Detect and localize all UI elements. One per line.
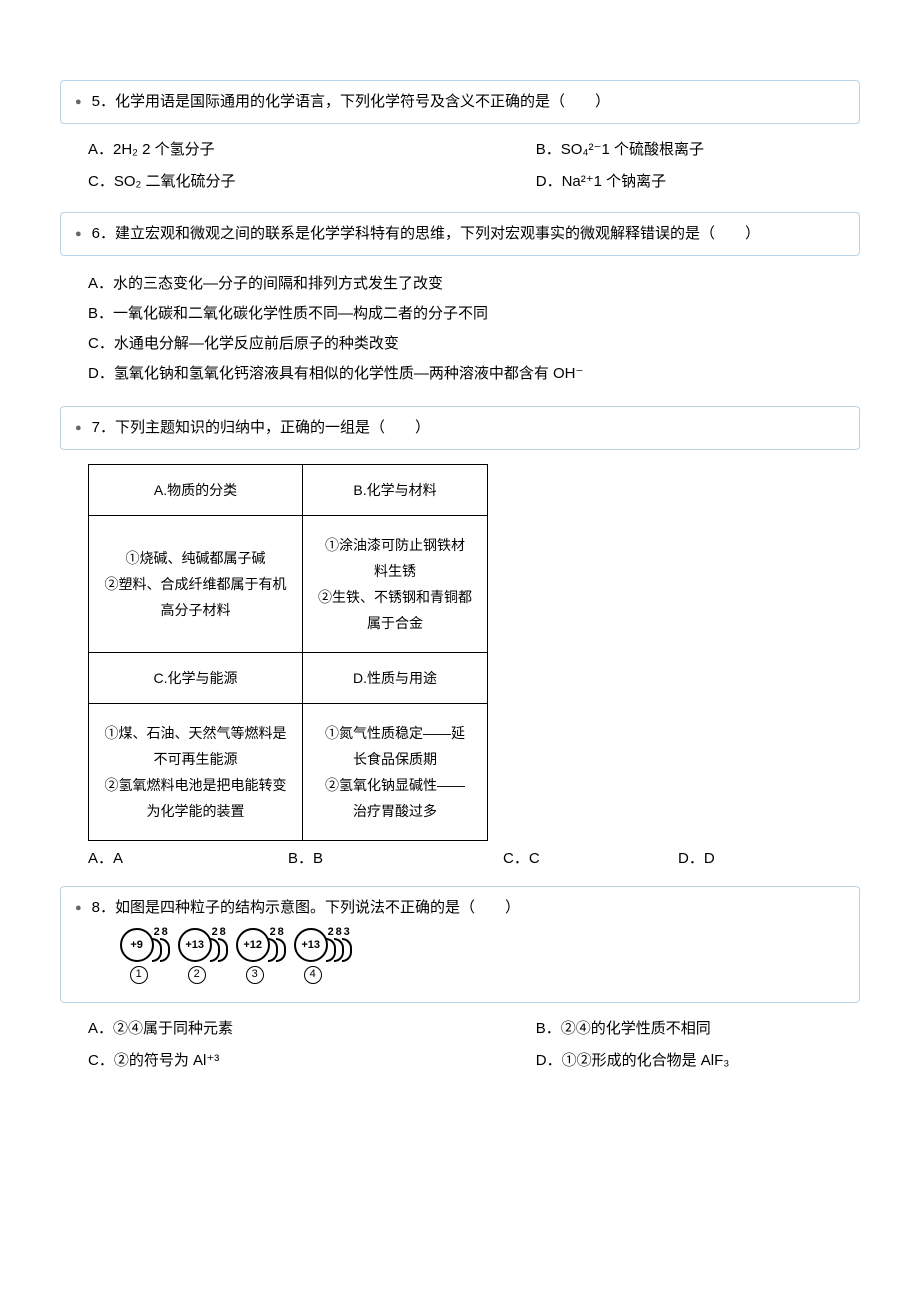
table-header-a: A.物质的分类 — [89, 465, 303, 516]
table-header-c: C.化学与能源 — [89, 653, 303, 704]
table-cell-c: ①煤、石油、天然气等燃料是不可再生能源②氢氧燃料电池是把电能转变为化学能的装置 — [89, 704, 303, 841]
option-c: C．SO₂ 二氧化硫分子 — [88, 170, 536, 194]
option-d: D．D — [678, 847, 715, 868]
option-d: D．①②形成的化合物是 AlF₃ — [536, 1049, 860, 1073]
atom-label: 1 — [130, 964, 148, 984]
question-8-options: A．②④属于同种元素 B．②④的化学性质不相同 C．②的符号为 Al⁺³ D．①… — [60, 1017, 860, 1073]
table-cell-a: ①烧碱、纯碱都属子碱②塑料、合成纤维都属于有机高分子材料 — [89, 516, 303, 653]
option-c: C．C — [503, 847, 678, 868]
atom-structure: +1228 — [236, 927, 286, 962]
question-7-table: A.物质的分类 B.化学与材料 ①烧碱、纯碱都属子碱②塑料、合成纤维都属于有机高… — [88, 464, 488, 841]
question-5: ● 5．化学用语是国际通用的化学语言，下列化学符号及含义不正确的是（ ） A．2… — [60, 80, 860, 194]
atom-structure: +1328 — [178, 927, 228, 962]
question-text: 5．化学用语是国际通用的化学语言，下列化学符号及含义不正确的是（ ） — [92, 91, 845, 113]
question-header: ● 7．下列主题知识的归纳中，正确的一组是（ ） — [60, 406, 860, 450]
bullet-icon: ● — [75, 91, 82, 113]
question-header: ● 6．建立宏观和微观之间的联系是化学学科特有的思维，下列对宏观事实的微观解释错… — [60, 212, 860, 256]
option-b: B．②④的化学性质不相同 — [536, 1017, 860, 1041]
question-6-options: A．水的三态变化—分子的间隔和排列方式发生了改变 B．一氧化碳和二氧化碳化学性质… — [60, 270, 860, 388]
table-cell-d: ①氮气性质稳定——延长食品保质期②氢氧化钠显碱性——治疗胃酸过多 — [302, 704, 487, 841]
table-header-b: B.化学与材料 — [302, 465, 487, 516]
question-6: ● 6．建立宏观和微观之间的联系是化学学科特有的思维，下列对宏观事实的微观解释错… — [60, 212, 860, 388]
option-c: C．水通电分解—化学反应前后原子的种类改变 — [88, 330, 860, 358]
option-b: B．一氧化碳和二氧化碳化学性质不同—构成二者的分子不同 — [88, 300, 860, 328]
atom-label: 3 — [246, 964, 264, 984]
option-a: A．A — [88, 847, 288, 868]
question-7: ● 7．下列主题知识的归纳中，正确的一组是（ ） A.物质的分类 B.化学与材料… — [60, 406, 860, 868]
table-cell-b: ①涂油漆可防止钢铁材料生锈②生铁、不锈钢和青铜都属于合金 — [302, 516, 487, 653]
question-text: 6．建立宏观和微观之间的联系是化学学科特有的思维，下列对宏观事实的微观解释错误的… — [92, 223, 845, 245]
question-5-options: A．2H₂ 2 个氢分子 B．SO₄²⁻1 个硫酸根离子 C．SO₂ 二氧化硫分… — [60, 138, 860, 194]
option-a: A．②④属于同种元素 — [88, 1017, 536, 1041]
atom-label: 4 — [304, 964, 322, 984]
option-a: A．水的三态变化—分子的间隔和排列方式发生了改变 — [88, 270, 860, 298]
question-header: ● 8．如图是四种粒子的结构示意图。下列说法不正确的是（ ） +9281 +132… — [60, 886, 860, 1003]
option-b: B．B — [288, 847, 503, 868]
question-8: ● 8．如图是四种粒子的结构示意图。下列说法不正确的是（ ） +9281 +132… — [60, 886, 860, 1073]
atom-diagram: +9281 +13282 +12283 +132834 — [120, 927, 845, 984]
atom-structure: +13283 — [294, 927, 352, 962]
question-7-options: A．A B．B C．C D．D — [60, 847, 860, 868]
question-text: 7．下列主题知识的归纳中，正确的一组是（ ） — [92, 417, 845, 439]
option-b: B．SO₄²⁻1 个硫酸根离子 — [536, 138, 860, 162]
question-header: ● 5．化学用语是国际通用的化学语言，下列化学符号及含义不正确的是（ ） — [60, 80, 860, 124]
bullet-icon: ● — [75, 223, 82, 245]
option-d: D．氢氧化钠和氢氧化钙溶液具有相似的化学性质—两种溶液中都含有 OH⁻ — [88, 360, 860, 388]
question-text: 8．如图是四种粒子的结构示意图。下列说法不正确的是（ ） — [92, 899, 520, 916]
option-d: D．Na²⁺1 个钠离子 — [536, 170, 860, 194]
atom-structure: +928 — [120, 927, 170, 962]
option-a: A．2H₂ 2 个氢分子 — [88, 138, 536, 162]
atom-label: 2 — [188, 964, 206, 984]
table-header-d: D.性质与用途 — [302, 653, 487, 704]
bullet-icon: ● — [75, 417, 82, 439]
bullet-icon: ● — [75, 897, 82, 919]
option-c: C．②的符号为 Al⁺³ — [88, 1049, 536, 1073]
